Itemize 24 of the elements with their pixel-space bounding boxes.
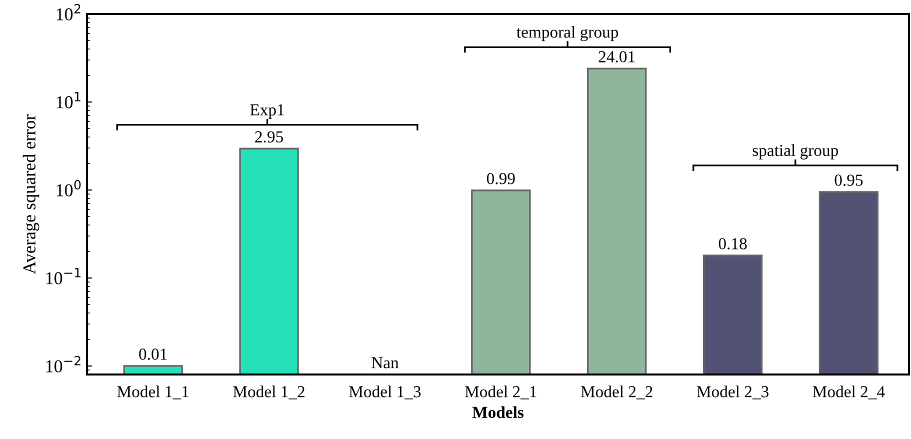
y-tick-label: 10$^{2}$ — [56, 4, 80, 20]
x-axis-title: Models — [472, 406, 524, 418]
annotation: temporal group — [516, 26, 618, 42]
data-label: 0.95 — [834, 174, 863, 186]
x-tick-label: Model 2_4 — [812, 386, 885, 400]
annotation: Exp1 — [250, 104, 284, 119]
x-tick-label: Model 2_1 — [465, 386, 536, 400]
x-tick-label: Model 1_3 — [349, 386, 421, 400]
y-tick-label: 10$^{1}$ — [56, 92, 80, 108]
y-axis-title: Average squared error — [22, 114, 40, 274]
x-tick-label: Model 2_2 — [580, 386, 652, 400]
data-label: 0.18 — [718, 238, 747, 250]
data-label: 2.95 — [255, 131, 283, 143]
annotation: spatial group — [752, 144, 838, 160]
x-tick-label: Model 1_1 — [117, 386, 188, 400]
y-tick-label: 10$^{−2}$ — [46, 356, 80, 372]
x-tick-label: Model 1_2 — [233, 386, 304, 400]
y-tick-label: 10$^{0}$ — [56, 180, 81, 196]
text: Nan — [372, 357, 399, 368]
data-label: 0.99 — [486, 172, 515, 184]
y-tick-label: 10$^{−1}$ — [46, 268, 80, 284]
data-label: 0.01 — [139, 348, 167, 360]
x-tick-label: Model 2_3 — [696, 386, 768, 400]
data-label: 24.01 — [598, 51, 635, 62]
